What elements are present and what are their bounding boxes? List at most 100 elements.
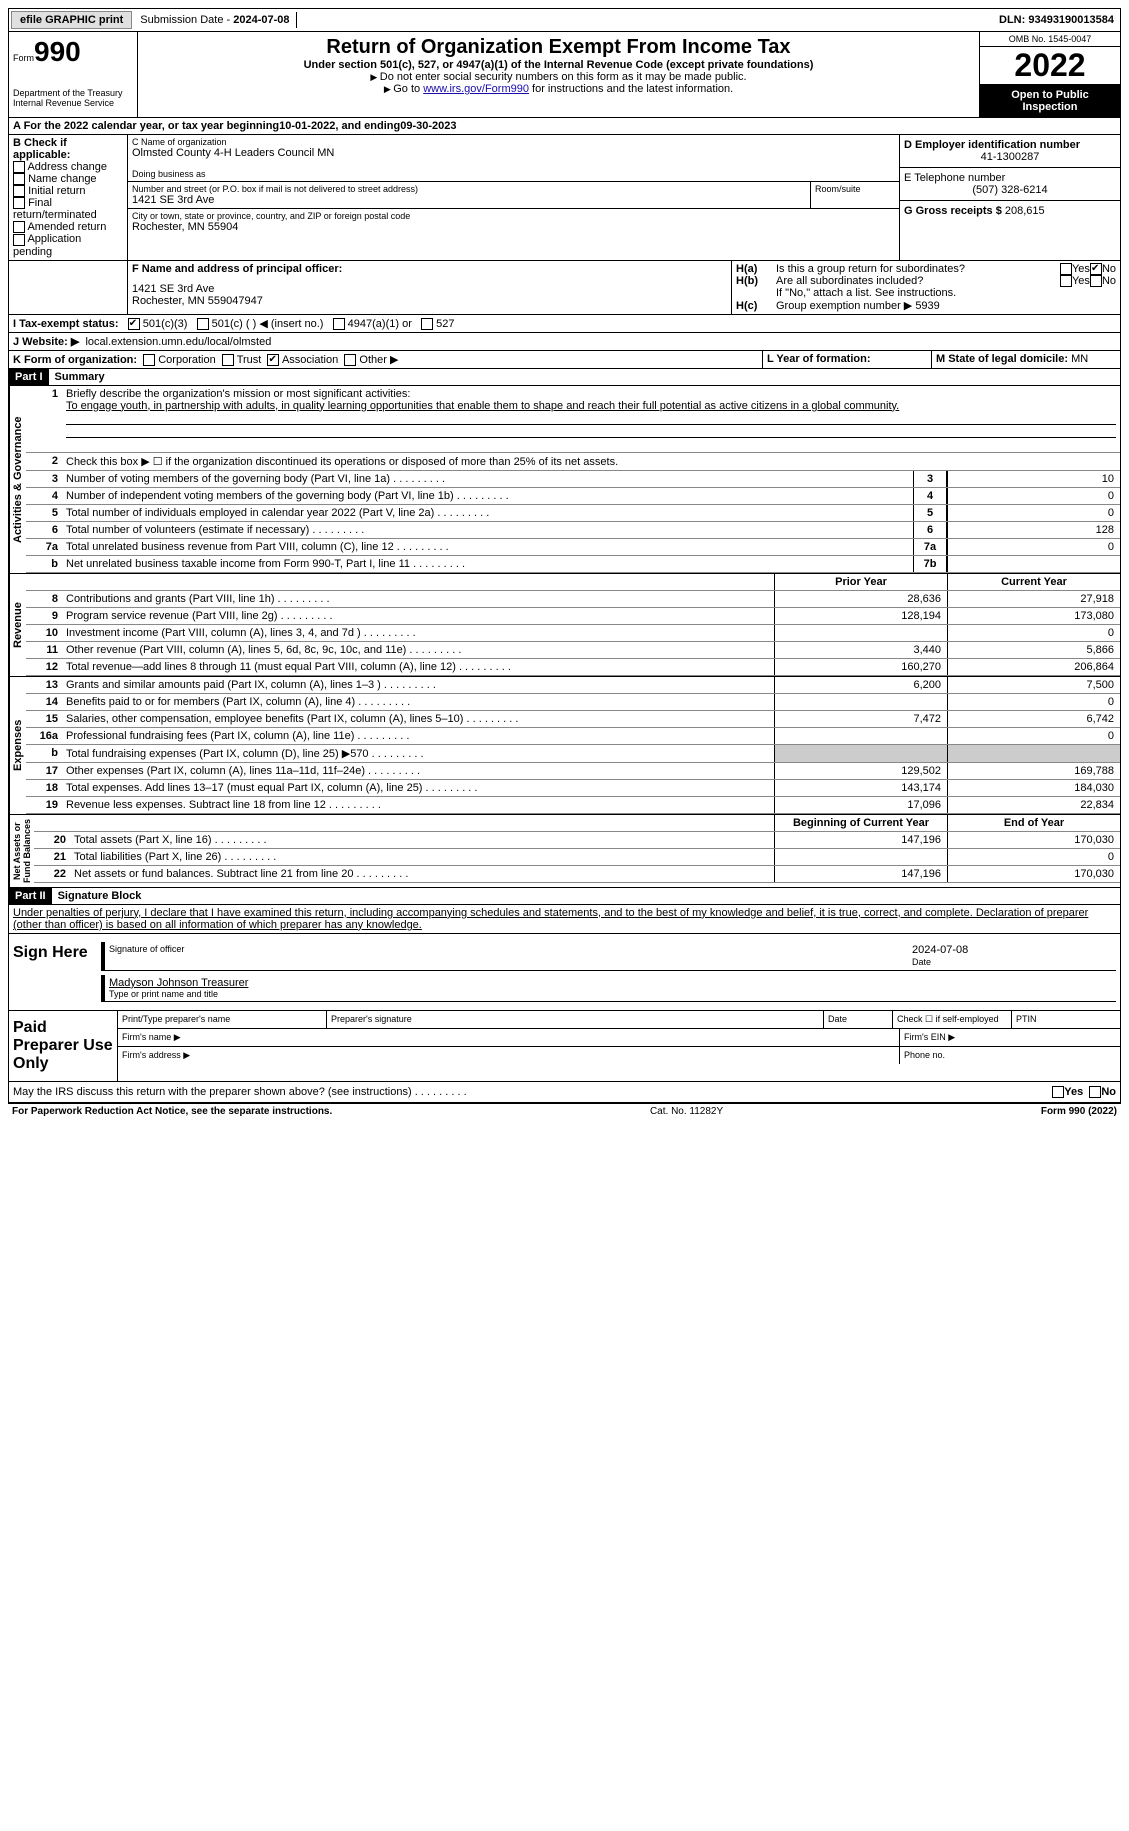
begin-year-header: Beginning of Current Year	[774, 815, 947, 831]
revenue-label: Revenue	[9, 574, 26, 676]
preparer-block: Paid Preparer Use Only Print/Type prepar…	[8, 1011, 1121, 1082]
submission-date: 2024-07-08	[233, 14, 289, 26]
officer-addr1: 1421 SE 3rd Ave	[132, 283, 727, 295]
city-label: City or town, state or province, country…	[132, 211, 895, 221]
signature-block: Sign Here Signature of officer2024-07-08…	[8, 934, 1121, 1011]
dln-label: DLN:	[999, 14, 1028, 26]
501c3-checkbox[interactable]	[128, 318, 140, 330]
prep-date-label: Date	[824, 1011, 893, 1028]
efile-print-button[interactable]: efile GRAPHIC print	[11, 11, 132, 29]
opt-final: Final return/terminated	[13, 197, 97, 221]
omb-number: OMB No. 1545-0047	[980, 32, 1120, 47]
current-year-header: Current Year	[947, 574, 1120, 590]
line-a-mid: , and ending	[335, 120, 400, 132]
part2-badge: Part II	[9, 888, 52, 904]
netassets-section: Net Assets orFund Balances Beginning of …	[8, 815, 1121, 888]
discuss-no-checkbox[interactable]	[1089, 1086, 1101, 1098]
expenses-section: Expenses 13Grants and similar amounts pa…	[8, 677, 1121, 815]
firm-addr-label: Firm's address ▶	[118, 1047, 900, 1064]
public-inspection: Open to Public Inspection	[980, 85, 1120, 117]
app-pending-checkbox[interactable]	[13, 234, 25, 246]
final-return-checkbox[interactable]	[13, 197, 25, 209]
sign-here-label: Sign Here	[9, 934, 97, 1010]
hc-value: 5939	[915, 300, 939, 312]
prep-sig-label: Preparer's signature	[327, 1011, 824, 1028]
hb-yes-checkbox[interactable]	[1060, 275, 1072, 287]
discuss-text: May the IRS discuss this return with the…	[13, 1086, 467, 1098]
officer-block: F Name and address of principal officer:…	[8, 261, 1121, 315]
ha-no-checkbox[interactable]	[1090, 263, 1102, 275]
part1-badge: Part I	[9, 369, 49, 385]
form-word: Form	[13, 53, 34, 63]
page-footer: For Paperwork Reduction Act Notice, see …	[8, 1103, 1121, 1119]
discuss-yes-checkbox[interactable]	[1052, 1086, 1064, 1098]
hc-text: Group exemption number ▶	[776, 300, 912, 312]
phone-value: (507) 328-6214	[904, 184, 1116, 196]
prep-name-label: Print/Type preparer's name	[118, 1011, 327, 1028]
dln-value: 93493190013584	[1028, 14, 1114, 26]
527-checkbox[interactable]	[421, 318, 433, 330]
website-row: J Website: ▶ local.extension.umn.edu/loc…	[8, 333, 1121, 351]
ha-no: No	[1102, 263, 1116, 275]
opt-amended: Amended return	[27, 221, 106, 233]
part2-header-row: Part II Signature Block	[8, 888, 1121, 905]
firm-phone-label: Phone no.	[900, 1047, 1120, 1064]
amended-checkbox[interactable]	[13, 221, 25, 233]
prep-self-label: Check ☐ if self-employed	[893, 1011, 1012, 1028]
ein-label: D Employer identification number	[904, 139, 1080, 151]
website-value: local.extension.umn.edu/local/olmsted	[85, 336, 271, 348]
initial-return-checkbox[interactable]	[13, 185, 25, 197]
part1-title: Summary	[49, 369, 111, 385]
hb-label: H(b)	[736, 275, 776, 287]
goto-pre: Go to	[393, 83, 423, 95]
form-number: 990	[34, 36, 81, 67]
section-l-label: L Year of formation:	[767, 353, 871, 365]
tax-status-row: I Tax-exempt status: 501(c)(3) 501(c) ( …	[8, 315, 1121, 333]
irs-label: Internal Revenue Service	[13, 98, 133, 108]
prior-year-header: Prior Year	[774, 574, 947, 590]
phone-label: E Telephone number	[904, 172, 1116, 184]
activities-governance-label: Activities & Governance	[9, 386, 26, 573]
q1-label: Briefly describe the organization's miss…	[66, 388, 410, 400]
dept-treasury: Department of the Treasury	[13, 88, 133, 98]
part2-title: Signature Block	[52, 888, 148, 904]
discuss-no: No	[1101, 1086, 1116, 1098]
prep-ptin-label: PTIN	[1012, 1011, 1120, 1028]
gross-receipts-label: G Gross receipts $	[904, 205, 1005, 217]
netassets-label: Net Assets orFund Balances	[9, 815, 34, 887]
opt-initial: Initial return	[28, 185, 85, 197]
other-checkbox[interactable]	[344, 354, 356, 366]
assoc-checkbox[interactable]	[267, 354, 279, 366]
addr-change-checkbox[interactable]	[13, 161, 25, 173]
4947-checkbox[interactable]	[333, 318, 345, 330]
firm-ein-label: Firm's EIN ▶	[900, 1029, 1120, 1046]
opt-corp: Corporation	[158, 354, 215, 366]
name-change-checkbox[interactable]	[13, 173, 25, 185]
tax-year-end: 09-30-2023	[400, 120, 456, 132]
corp-checkbox[interactable]	[143, 354, 155, 366]
footer-left: For Paperwork Reduction Act Notice, see …	[12, 1106, 332, 1117]
top-bar: efile GRAPHIC print Submission Date - 20…	[8, 8, 1121, 32]
org-name: Olmsted County 4-H Leaders Council MN	[132, 147, 895, 159]
hb-no-checkbox[interactable]	[1090, 275, 1102, 287]
irs-link[interactable]: www.irs.gov/Form990	[423, 83, 529, 95]
street-address: 1421 SE 3rd Ave	[132, 194, 806, 206]
ha-yes-checkbox[interactable]	[1060, 263, 1072, 275]
opt-501c3: 501(c)(3)	[143, 318, 188, 330]
ssn-warning: Do not enter social security numbers on …	[142, 71, 975, 83]
501c-checkbox[interactable]	[197, 318, 209, 330]
ha-label: H(a)	[736, 263, 776, 275]
form-subtitle: Under section 501(c), 527, or 4947(a)(1)…	[142, 59, 975, 71]
part1-body: Activities & Governance 1Briefly describ…	[8, 386, 1121, 574]
hb-note: If "No," attach a list. See instructions…	[736, 287, 1116, 299]
opt-other: Other ▶	[359, 354, 398, 366]
trust-checkbox[interactable]	[222, 354, 234, 366]
section-k-label: K Form of organization:	[13, 354, 137, 366]
footer-right: Form 990 (2022)	[1041, 1106, 1117, 1117]
penalty-text: Under penalties of perjury, I declare th…	[8, 905, 1121, 934]
opt-addr-change: Address change	[27, 161, 107, 173]
opt-trust: Trust	[237, 354, 262, 366]
ha-yes: Yes	[1072, 263, 1090, 275]
hb-yes: Yes	[1072, 275, 1090, 287]
line-a: A For the 2022 calendar year, or tax yea…	[8, 118, 1121, 135]
